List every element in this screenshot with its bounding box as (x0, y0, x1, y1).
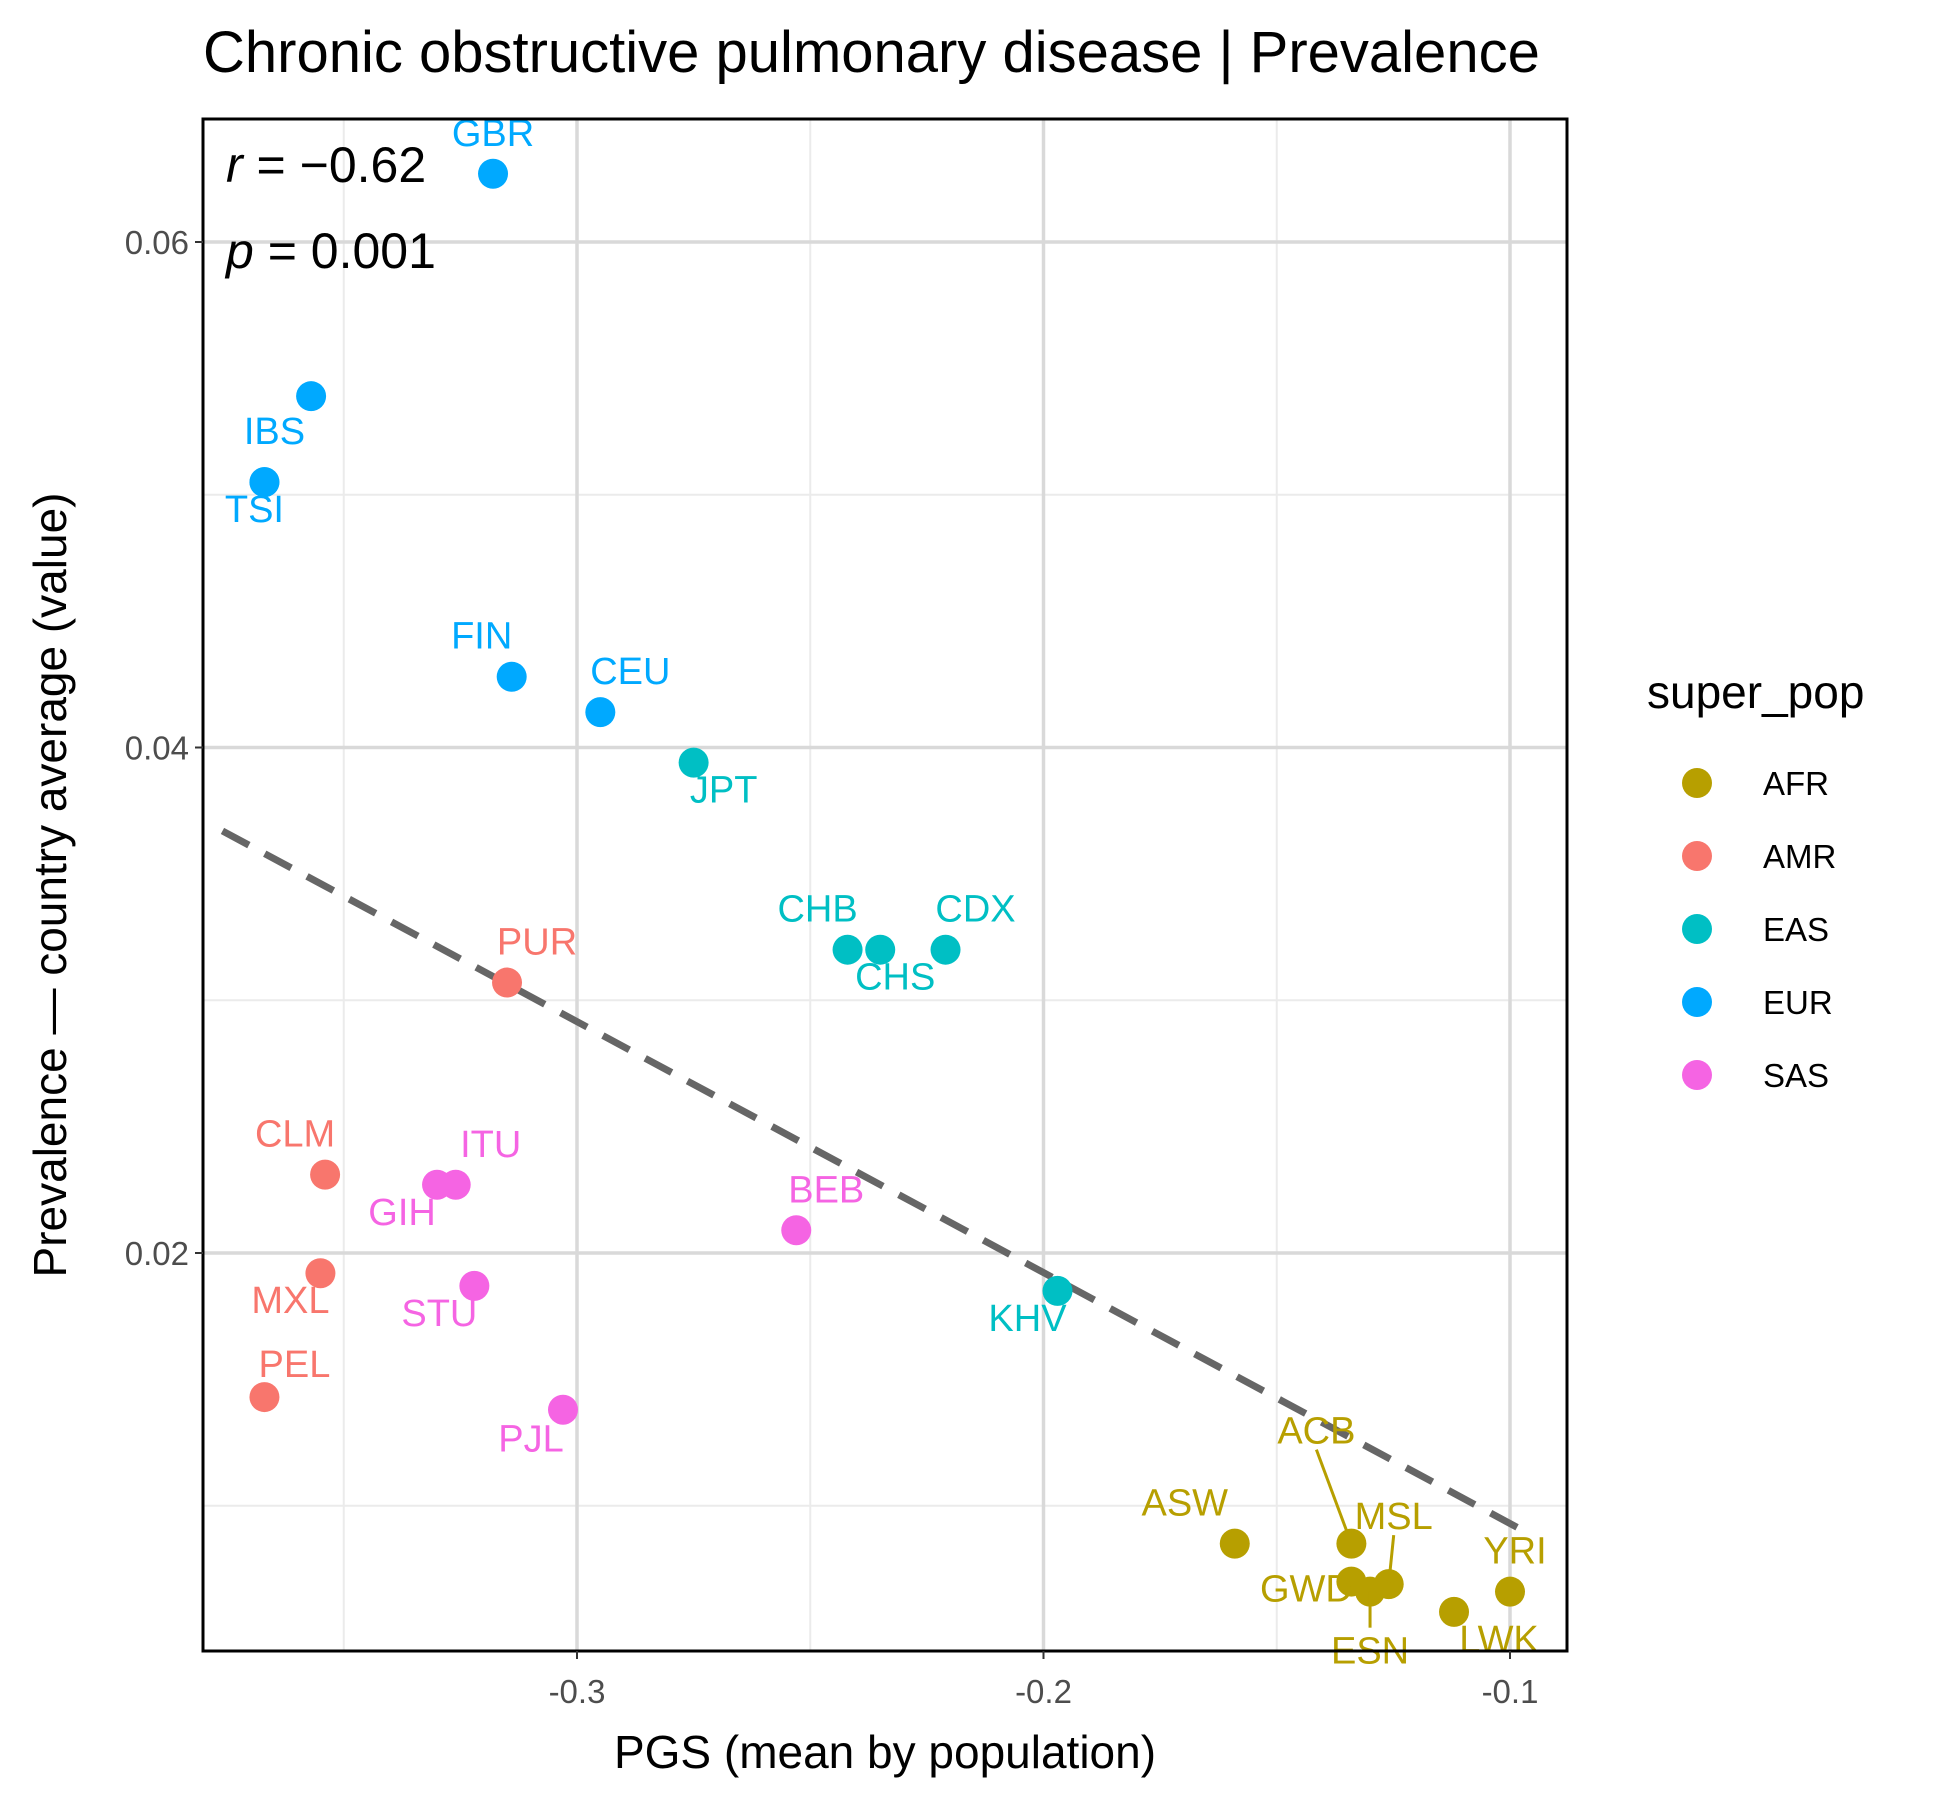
legend-label-afr: AFR (1763, 765, 1829, 802)
point-label-msl: MSL (1355, 1496, 1433, 1538)
data-point-chb (832, 934, 863, 965)
point-labels: GBRIBSTSIFINCEUJPTCHBCHSCDXKHVPURCLMMXLP… (225, 113, 1547, 1673)
data-point-gbr (478, 158, 509, 189)
r-equals: = (243, 137, 300, 193)
p-label: p (224, 223, 254, 279)
point-label-jpt: JPT (690, 770, 758, 812)
point-label-beb: BEB (788, 1169, 864, 1211)
point-label-chs: CHS (855, 957, 935, 999)
stats-annotation: r = −0.62 p = 0.001 (224, 137, 436, 279)
x-axis-ticks: -0.3 -0.2 -0.1 (549, 1651, 1539, 1710)
label-leader-acb (1314, 1449, 1353, 1545)
p-statistic: p = 0.001 (224, 223, 436, 279)
point-label-cdx: CDX (935, 889, 1015, 931)
data-point-fin (496, 661, 527, 692)
y-tick-label: 0.06 (125, 224, 189, 261)
point-label-itu: ITU (460, 1124, 521, 1166)
data-point-cdx (930, 934, 961, 965)
data-point-chs (865, 934, 896, 965)
p-equals: = (254, 223, 311, 279)
data-point-clm (310, 1159, 341, 1190)
data-point-khv (1042, 1275, 1073, 1306)
legend-label-eas: EAS (1763, 911, 1829, 948)
point-label-asw: ASW (1141, 1483, 1228, 1525)
point-label-ceu: CEU (590, 651, 670, 693)
legend: super_pop AFR AMR EAS EUR SAS (1647, 666, 1864, 1094)
point-label-chb: CHB (777, 889, 857, 931)
legend-entries: AFR AMR EAS EUR SAS (1682, 765, 1836, 1094)
point-label-khv: KHV (988, 1298, 1067, 1340)
r-value: −0.62 (300, 137, 427, 193)
point-label-gwd: GWD (1260, 1569, 1353, 1611)
data-point-pur (492, 967, 523, 998)
point-label-ibs: IBS (244, 411, 305, 453)
legend-title: super_pop (1647, 666, 1864, 718)
point-label-pel: PEL (259, 1344, 331, 1386)
data-point-unlabeled (296, 381, 327, 412)
x-tick-label: -0.1 (1482, 1673, 1539, 1710)
data-point-pel (249, 1382, 280, 1413)
point-label-yri: YRI (1483, 1531, 1546, 1573)
point-label-stu: STU (401, 1293, 477, 1335)
data-point-mxl (305, 1258, 336, 1289)
point-label-gih: GIH (368, 1192, 436, 1234)
legend-key-afr (1682, 768, 1712, 798)
y-tick-label: 0.04 (125, 730, 189, 767)
data-point-gih (422, 1169, 453, 1200)
legend-label-amr: AMR (1763, 838, 1836, 875)
x-axis-title: PGS (mean by population) (614, 1726, 1156, 1778)
point-label-pur: PUR (497, 922, 577, 964)
regression-line (220, 827, 1531, 1537)
legend-key-sas (1682, 1060, 1712, 1090)
point-label-mxl: MXL (251, 1280, 329, 1322)
data-point-lwk (1439, 1596, 1470, 1627)
point-label-clm: CLM (255, 1114, 335, 1156)
data-point-stu (459, 1270, 490, 1301)
plot-panel-border (201, 117, 1569, 1653)
point-label-pjl: PJL (498, 1419, 563, 1461)
chart-title: Chronic obstructive pulmonary disease | … (203, 20, 1540, 85)
point-label-acb: ACB (1277, 1411, 1355, 1453)
point-label-tsi: TSI (225, 489, 284, 531)
point-label-fin: FIN (451, 616, 512, 658)
data-point-asw (1219, 1528, 1250, 1559)
data-point-ceu (585, 697, 616, 728)
data-point-yri (1495, 1576, 1525, 1607)
legend-key-amr (1682, 841, 1712, 871)
legend-label-sas: SAS (1763, 1057, 1829, 1094)
p-value: 0.001 (311, 223, 436, 279)
y-axis-title: Prevalence — country average (value) (24, 493, 76, 1278)
legend-key-eur (1682, 987, 1712, 1017)
regression-line-group (220, 827, 1531, 1537)
x-tick-label: -0.3 (549, 1673, 606, 1710)
legend-key-eas (1682, 914, 1712, 944)
r-label: r (226, 137, 245, 193)
data-points (249, 158, 1525, 1627)
data-point-beb (781, 1215, 812, 1246)
data-point-tsi (249, 467, 280, 498)
data-point-jpt (678, 747, 709, 778)
y-tick-label: 0.02 (125, 1235, 189, 1272)
x-tick-label: -0.2 (1015, 1673, 1072, 1710)
grid (203, 119, 1567, 1651)
label-leader-msl (1387, 1534, 1396, 1585)
data-point-pjl (548, 1394, 579, 1425)
legend-label-eur: EUR (1763, 984, 1833, 1021)
y-axis-ticks: 0.02 0.04 0.06 (125, 224, 203, 1272)
point-label-lwk: LWK (1459, 1619, 1539, 1661)
r-statistic: r = −0.62 (226, 137, 426, 193)
